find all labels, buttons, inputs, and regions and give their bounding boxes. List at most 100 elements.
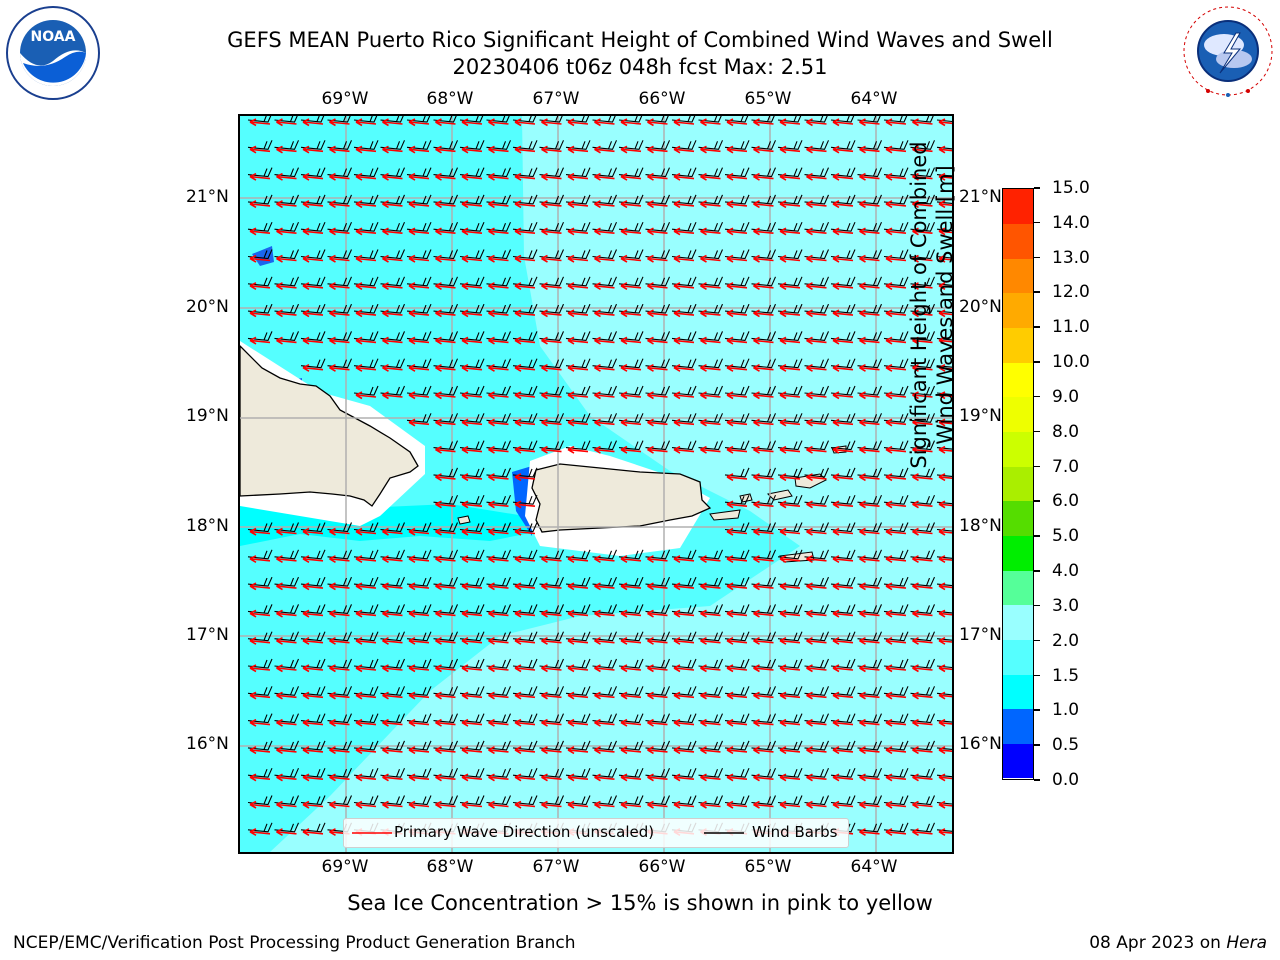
wind-barb xyxy=(751,631,777,642)
wind-barb xyxy=(565,576,591,587)
wind-barb xyxy=(698,221,724,232)
wave-direction-arrow xyxy=(647,282,668,290)
wind-barb xyxy=(724,249,750,260)
wave-direction-arrow xyxy=(276,800,297,809)
wave-direction-arrow xyxy=(567,254,589,263)
wind-barb xyxy=(698,795,724,806)
wave-direction-arrow xyxy=(594,336,615,345)
wave-direction-arrow xyxy=(885,555,907,563)
wind-barb xyxy=(406,549,432,560)
wind-barb xyxy=(512,140,538,150)
wave-direction-arrow xyxy=(700,636,721,645)
wave-direction-arrow xyxy=(435,527,456,536)
wave-direction-arrow xyxy=(726,172,748,181)
wave-direction-arrow xyxy=(382,800,403,809)
wave-direction-arrow xyxy=(461,773,483,782)
wave-direction-arrow xyxy=(647,582,668,591)
wave-direction-arrow xyxy=(567,800,589,809)
wave-direction-arrow xyxy=(382,527,403,536)
wind-barb xyxy=(406,413,432,423)
wind-barb xyxy=(724,358,750,369)
wind-barb xyxy=(459,658,485,669)
wind-barb xyxy=(618,358,644,369)
wind-barb xyxy=(300,522,326,533)
wind-barb xyxy=(883,358,909,369)
wind-barb xyxy=(777,740,803,751)
lat-label-left: 17°N xyxy=(186,625,229,645)
colorbar-tick-label: 1.0 xyxy=(1052,700,1080,721)
wave-direction-arrow xyxy=(620,118,642,127)
wave-direction-arrow xyxy=(541,636,562,645)
wind-barb xyxy=(459,276,485,287)
wind-barb xyxy=(698,686,724,696)
wind-barb xyxy=(698,604,724,614)
wind-barb xyxy=(777,549,803,560)
wave-direction-arrow xyxy=(249,746,271,755)
wave-direction-arrow xyxy=(938,746,952,755)
colorbar-tick-label: 9.0 xyxy=(1052,386,1080,407)
wave-direction-arrow xyxy=(488,473,509,482)
wind-barb xyxy=(804,631,830,642)
wind-barb xyxy=(671,604,697,614)
wind-barb xyxy=(645,686,671,696)
wave-direction-arrow xyxy=(594,445,615,454)
wind-barb xyxy=(247,767,273,778)
wave-direction-arrow xyxy=(938,336,952,345)
wave-direction-arrow xyxy=(779,418,801,427)
wind-barb xyxy=(539,276,565,287)
wave-direction-arrow xyxy=(382,609,403,618)
wind-barb xyxy=(486,740,512,751)
colorbar-tick-label: 15.0 xyxy=(1052,178,1090,198)
wave-direction-arrow xyxy=(514,200,536,209)
wave-direction-arrow xyxy=(885,500,907,509)
wave-direction-arrow xyxy=(408,200,430,209)
colorbar-segment xyxy=(1003,639,1033,675)
wave-direction-arrow xyxy=(806,418,827,427)
wind-barb xyxy=(777,358,803,369)
wind-barb xyxy=(777,631,803,642)
wind-barb xyxy=(830,604,856,614)
wave-direction-arrow xyxy=(302,773,324,782)
wind-barb xyxy=(671,167,697,178)
wind-barb xyxy=(645,358,671,369)
wave-direction-arrow xyxy=(779,582,801,591)
wind-barb xyxy=(830,631,856,642)
wave-direction-arrow xyxy=(779,773,801,782)
wind-barb xyxy=(830,413,856,423)
wave-direction-arrow xyxy=(620,800,642,809)
wave-direction-arrow xyxy=(567,309,589,318)
wind-barb xyxy=(433,795,459,806)
chart-title-line1: GEFS MEAN Puerto Rico Significant Height… xyxy=(227,28,1053,52)
wave-direction-arrow xyxy=(938,200,952,209)
wave-direction-arrow xyxy=(302,527,324,536)
wave-direction-arrow xyxy=(408,118,430,127)
wave-direction-arrow xyxy=(408,172,430,181)
lat-label-right: 19°N xyxy=(959,406,1002,426)
wave-direction-arrow xyxy=(620,773,642,782)
wave-direction-arrow xyxy=(488,227,509,236)
wave-direction-arrow xyxy=(514,309,536,318)
wave-direction-arrow xyxy=(249,254,271,263)
wave-direction-arrow xyxy=(620,445,642,454)
wind-barb xyxy=(565,221,591,232)
wind-barb xyxy=(539,713,565,724)
wind-barb xyxy=(830,194,856,205)
wave-direction-arrow xyxy=(859,309,880,318)
wind-barb xyxy=(300,822,326,833)
wave-direction-arrow xyxy=(435,418,456,427)
wind-barb xyxy=(751,221,777,232)
wind-barb xyxy=(645,413,671,423)
lon-label-top: 64°W xyxy=(850,89,898,109)
wind-barb xyxy=(883,631,909,642)
wave-direction-arrow xyxy=(302,254,324,263)
wave-direction-arrow xyxy=(435,145,456,154)
wind-barb xyxy=(592,358,618,369)
wave-direction-arrow xyxy=(594,145,615,154)
wave-direction-arrow xyxy=(382,582,403,591)
wind-barb xyxy=(274,140,300,150)
wave-direction-arrow xyxy=(779,118,801,127)
wind-barb xyxy=(380,658,406,669)
wave-direction-arrow xyxy=(700,691,721,700)
wind-barb xyxy=(936,556,952,559)
wave-direction-arrow xyxy=(885,254,907,263)
